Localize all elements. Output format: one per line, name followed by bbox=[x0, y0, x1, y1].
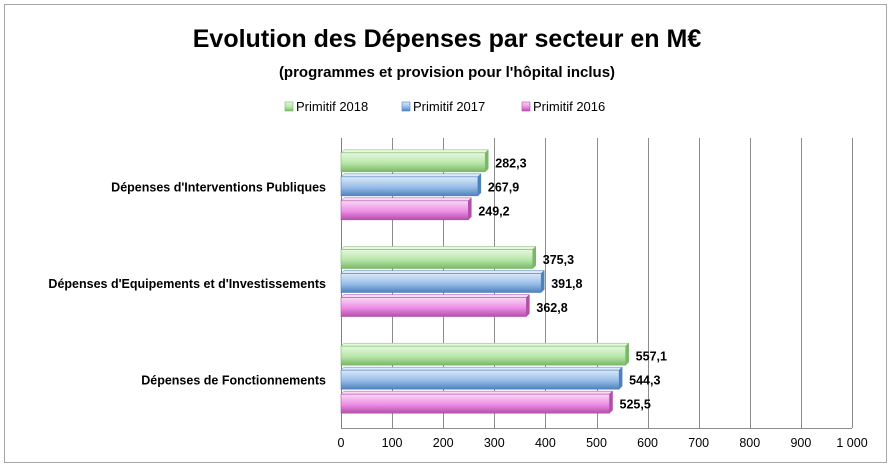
bar-primitif-2017-depenses-de-fonctionnements bbox=[340, 366, 623, 390]
bars: 282,3 267,9 249,2 375,3 391,8 362,8 557,1 544,3… bbox=[340, 149, 667, 414]
x-tick-label: 400 bbox=[535, 436, 556, 450]
legend-item-primitif-2018: Primitif 2018 bbox=[284, 99, 368, 114]
bar-primitif-2017-depenses-d-equipements-et-d-investissements bbox=[340, 269, 545, 294]
bar-primitif-2016-depenses-de-fonctionnements bbox=[340, 390, 614, 414]
category-label-depenses-d-interventions-publiques: Dépenses d'Interventions Publiques bbox=[111, 180, 326, 194]
legend-label: Primitif 2016 bbox=[533, 99, 605, 114]
x-tick-label: 800 bbox=[739, 436, 760, 450]
bar-primitif-2018-depenses-de-fonctionnements bbox=[340, 342, 630, 366]
x-tick-label: 300 bbox=[484, 436, 505, 450]
data-label: 544,3 bbox=[629, 374, 660, 388]
legend: Primitif 2018 Primitif 2017 Primitif 2016 bbox=[284, 99, 605, 114]
data-label: 267,9 bbox=[488, 180, 519, 194]
x-tick-label: 1 000 bbox=[836, 436, 867, 450]
data-label: 557,1 bbox=[636, 350, 667, 364]
x-tick-label: 0 bbox=[338, 436, 345, 450]
x-tick-label: 700 bbox=[688, 436, 709, 450]
data-label: 362,8 bbox=[536, 301, 567, 315]
legend-item-primitif-2017: Primitif 2017 bbox=[401, 99, 485, 114]
bar-primitif-2018-depenses-d-interventions-publiques bbox=[340, 149, 489, 173]
bar-primitif-2016-depenses-d-equipements-et-d-investissements bbox=[340, 293, 530, 318]
category-label-depenses-d-equipements-et-d-investissements: Dépenses d'Equipements et d'Investisseme… bbox=[48, 277, 326, 291]
x-tick-label: 600 bbox=[637, 436, 658, 450]
legend-label: Primitif 2018 bbox=[296, 99, 368, 114]
legend-item-primitif-2016: Primitif 2016 bbox=[521, 99, 605, 114]
x-tick-label: 500 bbox=[586, 436, 607, 450]
bar-primitif-2018-depenses-d-equipements-et-d-investissements bbox=[340, 245, 537, 270]
bar-primitif-2016-depenses-d-interventions-publiques bbox=[340, 197, 472, 221]
x-tick-label: 900 bbox=[790, 436, 811, 450]
legend-label: Primitif 2017 bbox=[413, 99, 485, 114]
data-label: 391,8 bbox=[551, 277, 582, 291]
data-label: 375,3 bbox=[543, 253, 574, 267]
chart-subtitle: (programmes et provision pour l'hôpital … bbox=[279, 64, 615, 81]
x-axis-ticks: 0 100 200 300 400 500 600 700 800 900 1 000 bbox=[338, 436, 868, 450]
category-label-depenses-de-fonctionnements: Dépenses de Fonctionnements bbox=[141, 374, 326, 388]
chart-title: Evolution des Dépenses par secteur en M€ bbox=[193, 25, 702, 53]
category-labels: Dépenses d'Interventions Publiques Dépens… bbox=[48, 180, 326, 387]
bar-primitif-2017-depenses-d-interventions-publiques bbox=[340, 173, 482, 197]
x-tick-label: 200 bbox=[433, 436, 454, 450]
data-label: 525,5 bbox=[620, 398, 651, 412]
legend-swatch bbox=[284, 101, 294, 112]
legend-swatch bbox=[401, 101, 411, 112]
data-label: 249,2 bbox=[478, 204, 509, 218]
x-tick-label: 100 bbox=[382, 436, 403, 450]
data-label: 282,3 bbox=[495, 156, 526, 170]
legend-swatch bbox=[521, 101, 531, 112]
